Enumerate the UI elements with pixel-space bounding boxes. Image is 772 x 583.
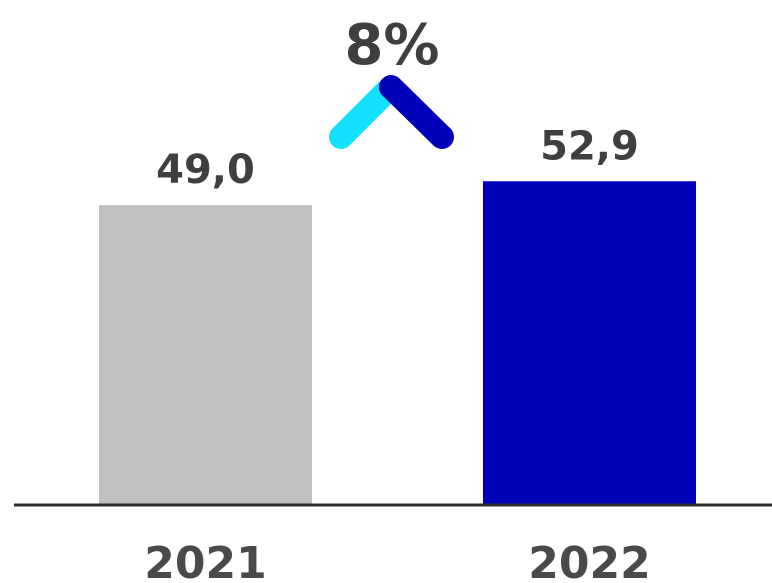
value-label-2022: 52,9 [540, 123, 639, 169]
category-label-2021: 2021 [144, 538, 266, 583]
value-labels-group: 49,0 52,9 [156, 123, 639, 193]
bar-2021 [99, 205, 312, 505]
chevron-up-icon [329, 75, 454, 149]
chevron-left-stroke [329, 80, 398, 149]
chevron-right-stroke [379, 75, 454, 149]
growth-percent-label: 8% [344, 13, 439, 78]
growth-annotation: 8% [329, 13, 454, 149]
value-label-2021: 49,0 [156, 147, 255, 193]
bars-group [99, 181, 696, 505]
category-labels-group: 2021 2022 [144, 538, 650, 583]
category-label-2022: 2022 [528, 538, 650, 583]
bar-2022 [483, 181, 696, 505]
